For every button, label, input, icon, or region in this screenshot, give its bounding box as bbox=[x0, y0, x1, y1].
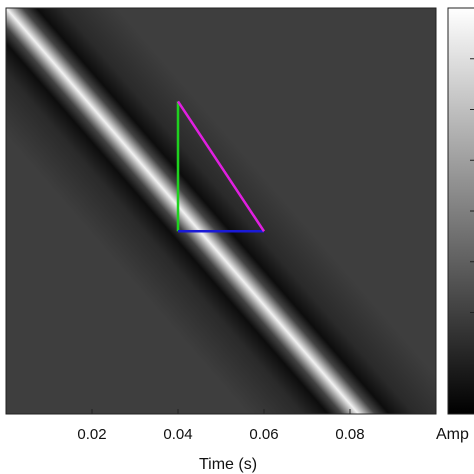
x-tick-label: 0.06 bbox=[249, 426, 278, 443]
plot-frame bbox=[5, 7, 437, 415]
hypotenuse-line bbox=[176, 100, 266, 232]
x-tick-label: 0.04 bbox=[163, 426, 192, 443]
x-axis-label: Time (s) bbox=[199, 456, 257, 473]
x-tick-label: 0.02 bbox=[77, 426, 106, 443]
colorbar-label: Amp bbox=[436, 426, 469, 443]
annotation-triangle bbox=[176, 100, 266, 233]
x-tick-label: 0.08 bbox=[335, 426, 364, 443]
x-axis: 0.02 0.04 0.06 0.08 bbox=[77, 409, 365, 443]
plot-background bbox=[6, 8, 436, 414]
colorbar bbox=[447, 7, 474, 415]
colorbar-ticks bbox=[470, 58, 474, 364]
